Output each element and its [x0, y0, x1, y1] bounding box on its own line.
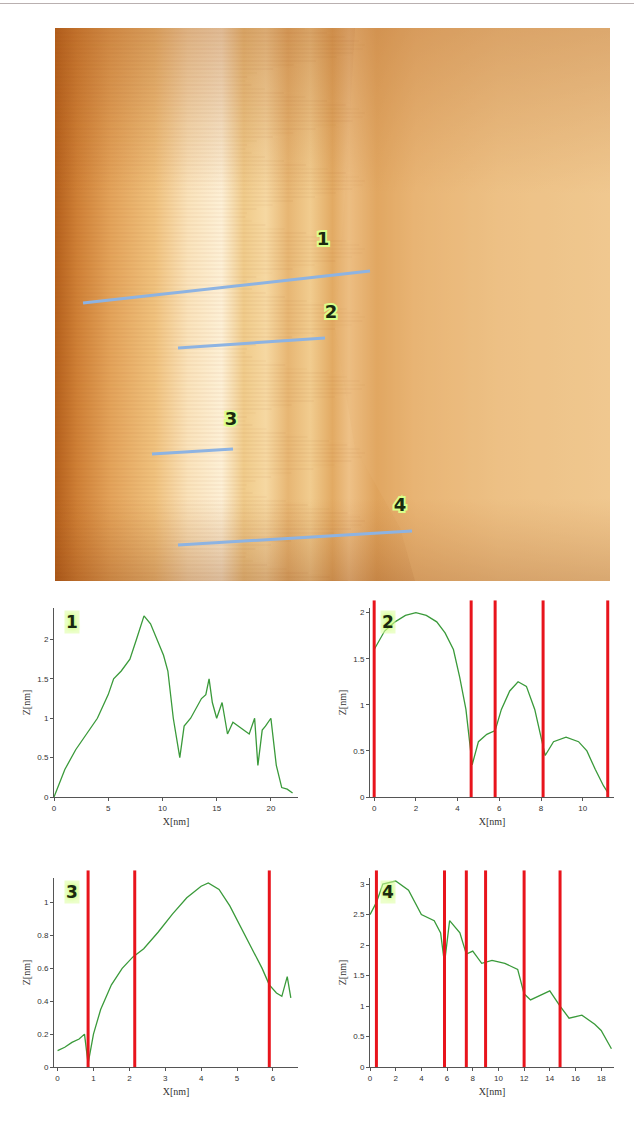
svg-text:0.2: 0.2 [37, 1030, 49, 1039]
svg-text:0: 0 [360, 1063, 365, 1072]
svg-text:4: 4 [394, 494, 407, 515]
svg-text:3: 3 [66, 882, 78, 902]
svg-text:1: 1 [360, 701, 365, 710]
svg-text:3: 3 [225, 408, 238, 429]
svg-text:8: 8 [539, 804, 544, 813]
svg-text:0.5: 0.5 [37, 753, 49, 762]
svg-text:18: 18 [597, 1074, 606, 1083]
svg-text:Z[nm]: Z[nm] [337, 690, 348, 716]
svg-text:10: 10 [578, 804, 587, 813]
svg-text:1.5: 1.5 [37, 675, 49, 684]
svg-text:2: 2 [393, 1074, 398, 1083]
svg-text:2: 2 [414, 804, 419, 813]
svg-text:0.4: 0.4 [37, 997, 49, 1006]
svg-text:X[nm]: X[nm] [163, 816, 190, 827]
svg-text:12: 12 [520, 1074, 529, 1083]
svg-text:1.5: 1.5 [353, 971, 365, 980]
svg-text:X[nm]: X[nm] [479, 816, 506, 827]
svg-text:X[nm]: X[nm] [163, 1086, 190, 1097]
svg-text:0: 0 [44, 793, 49, 802]
svg-text:2: 2 [360, 941, 365, 950]
svg-text:1: 1 [360, 1002, 365, 1011]
svg-text:0.5: 0.5 [353, 1032, 365, 1041]
svg-text:4: 4 [199, 1074, 204, 1083]
svg-text:3: 3 [163, 1074, 168, 1083]
svg-text:1: 1 [91, 1074, 96, 1083]
svg-text:8: 8 [471, 1074, 476, 1083]
svg-text:6: 6 [445, 1074, 450, 1083]
svg-text:4: 4 [382, 882, 394, 902]
svg-text:4: 4 [419, 1074, 424, 1083]
svg-text:10: 10 [158, 804, 167, 813]
svg-text:20: 20 [266, 804, 275, 813]
svg-text:10: 10 [494, 1074, 503, 1083]
svg-text:Z[nm]: Z[nm] [21, 690, 32, 716]
svg-text:3: 3 [360, 880, 365, 889]
svg-text:5: 5 [235, 1074, 240, 1083]
svg-text:14: 14 [545, 1074, 554, 1083]
svg-text:2: 2 [127, 1074, 132, 1083]
svg-text:1: 1 [66, 612, 78, 632]
svg-text:1.5: 1.5 [353, 655, 365, 664]
svg-text:6: 6 [271, 1074, 276, 1083]
svg-text:15: 15 [212, 804, 221, 813]
svg-text:0: 0 [44, 1063, 49, 1072]
svg-text:0: 0 [372, 804, 377, 813]
svg-text:Z[nm]: Z[nm] [337, 960, 348, 986]
svg-text:1: 1 [44, 898, 49, 907]
svg-text:6: 6 [497, 804, 502, 813]
svg-text:0: 0 [55, 1074, 60, 1083]
svg-text:2: 2 [382, 612, 394, 632]
svg-text:1: 1 [317, 228, 330, 249]
svg-text:0: 0 [360, 793, 365, 802]
svg-text:4: 4 [455, 804, 460, 813]
svg-text:2: 2 [360, 608, 365, 617]
svg-text:0: 0 [368, 1074, 373, 1083]
svg-text:5: 5 [106, 804, 111, 813]
svg-text:2: 2 [325, 301, 338, 322]
svg-text:2.5: 2.5 [353, 910, 365, 919]
svg-text:0.6: 0.6 [37, 964, 49, 973]
svg-text:0.5: 0.5 [353, 747, 365, 756]
svg-text:0: 0 [52, 804, 57, 813]
svg-text:Z[nm]: Z[nm] [21, 960, 32, 986]
svg-text:16: 16 [571, 1074, 580, 1083]
svg-text:2: 2 [44, 635, 49, 644]
svg-text:X[nm]: X[nm] [479, 1086, 506, 1097]
svg-text:1: 1 [44, 714, 49, 723]
svg-text:0.8: 0.8 [37, 931, 49, 940]
